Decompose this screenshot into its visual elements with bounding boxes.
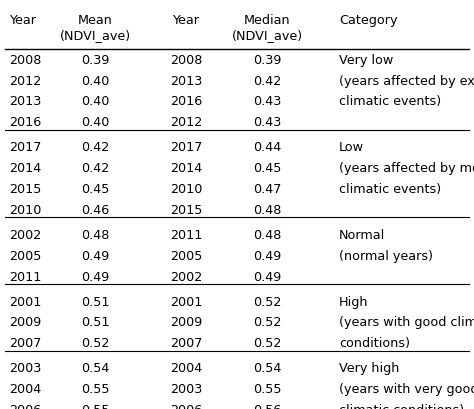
Text: 2013: 2013: [170, 74, 202, 88]
Text: 0.48: 0.48: [253, 229, 282, 242]
Text: 0.49: 0.49: [253, 271, 281, 283]
Text: 0.43: 0.43: [253, 116, 282, 129]
Text: 2016: 2016: [9, 116, 42, 129]
Text: (normal years): (normal years): [339, 250, 433, 263]
Text: 2004: 2004: [9, 383, 42, 396]
Text: 2013: 2013: [9, 95, 42, 108]
Text: (years affected by extreme: (years affected by extreme: [339, 74, 474, 88]
Text: 2017: 2017: [9, 142, 42, 154]
Text: 0.48: 0.48: [81, 229, 109, 242]
Text: 0.47: 0.47: [253, 183, 282, 196]
Text: climatic events): climatic events): [339, 183, 441, 196]
Text: 0.52: 0.52: [253, 337, 282, 350]
Text: 0.42: 0.42: [81, 162, 109, 175]
Text: 0.51: 0.51: [81, 296, 109, 308]
Text: 2006: 2006: [170, 404, 202, 409]
Text: 2015: 2015: [170, 204, 202, 217]
Text: 0.48: 0.48: [253, 204, 282, 217]
Text: 2012: 2012: [170, 116, 202, 129]
Text: 2011: 2011: [9, 271, 42, 283]
Text: Median
(NDVI_ave): Median (NDVI_ave): [232, 14, 303, 42]
Text: 2006: 2006: [9, 404, 42, 409]
Text: 0.40: 0.40: [81, 116, 109, 129]
Text: 2014: 2014: [170, 162, 202, 175]
Text: 2010: 2010: [9, 204, 42, 217]
Text: 2002: 2002: [170, 271, 202, 283]
Text: 0.54: 0.54: [253, 362, 282, 375]
Text: Normal: Normal: [339, 229, 385, 242]
Text: 2008: 2008: [170, 54, 202, 67]
Text: 0.40: 0.40: [81, 95, 109, 108]
Text: 2003: 2003: [170, 383, 202, 396]
Text: 0.42: 0.42: [253, 74, 281, 88]
Text: (years with very good: (years with very good: [339, 383, 474, 396]
Text: 0.55: 0.55: [81, 404, 109, 409]
Text: 0.52: 0.52: [81, 337, 109, 350]
Text: High: High: [339, 296, 369, 308]
Text: 0.49: 0.49: [253, 250, 281, 263]
Text: 0.45: 0.45: [81, 183, 109, 196]
Text: 0.40: 0.40: [81, 74, 109, 88]
Text: 0.51: 0.51: [81, 317, 109, 329]
Text: climatic conditions): climatic conditions): [339, 404, 465, 409]
Text: 2003: 2003: [9, 362, 42, 375]
Text: (years with good climatic: (years with good climatic: [339, 317, 474, 329]
Text: 2014: 2014: [9, 162, 42, 175]
Text: 2001: 2001: [170, 296, 202, 308]
Text: 2008: 2008: [9, 54, 42, 67]
Text: (years affected by moderate: (years affected by moderate: [339, 162, 474, 175]
Text: 2009: 2009: [9, 317, 42, 329]
Text: 0.52: 0.52: [253, 296, 282, 308]
Text: 0.39: 0.39: [81, 54, 109, 67]
Text: 2015: 2015: [9, 183, 42, 196]
Text: Category: Category: [339, 14, 398, 27]
Text: 2007: 2007: [9, 337, 42, 350]
Text: 0.42: 0.42: [81, 142, 109, 154]
Text: conditions): conditions): [339, 337, 410, 350]
Text: 2010: 2010: [170, 183, 202, 196]
Text: 0.49: 0.49: [81, 250, 109, 263]
Text: Mean
(NDVI_ave): Mean (NDVI_ave): [60, 14, 131, 42]
Text: 0.39: 0.39: [253, 54, 282, 67]
Text: 0.43: 0.43: [253, 95, 282, 108]
Text: 2016: 2016: [170, 95, 202, 108]
Text: 0.49: 0.49: [81, 271, 109, 283]
Text: Very low: Very low: [339, 54, 393, 67]
Text: 0.44: 0.44: [253, 142, 281, 154]
Text: 0.52: 0.52: [253, 317, 282, 329]
Text: 2009: 2009: [170, 317, 202, 329]
Text: 2001: 2001: [9, 296, 42, 308]
Text: 0.45: 0.45: [253, 162, 282, 175]
Text: 2012: 2012: [9, 74, 42, 88]
Text: Year: Year: [173, 14, 200, 27]
Text: 2007: 2007: [170, 337, 202, 350]
Text: 0.55: 0.55: [81, 383, 109, 396]
Text: Very high: Very high: [339, 362, 400, 375]
Text: 2002: 2002: [9, 229, 42, 242]
Text: 2017: 2017: [170, 142, 202, 154]
Text: 2005: 2005: [9, 250, 42, 263]
Text: Year: Year: [9, 14, 36, 27]
Text: climatic events): climatic events): [339, 95, 441, 108]
Text: 0.56: 0.56: [253, 404, 282, 409]
Text: 0.54: 0.54: [81, 362, 109, 375]
Text: 0.55: 0.55: [253, 383, 282, 396]
Text: 0.46: 0.46: [81, 204, 109, 217]
Text: 2005: 2005: [170, 250, 202, 263]
Text: Low: Low: [339, 142, 364, 154]
Text: 2004: 2004: [170, 362, 202, 375]
Text: 2011: 2011: [170, 229, 202, 242]
